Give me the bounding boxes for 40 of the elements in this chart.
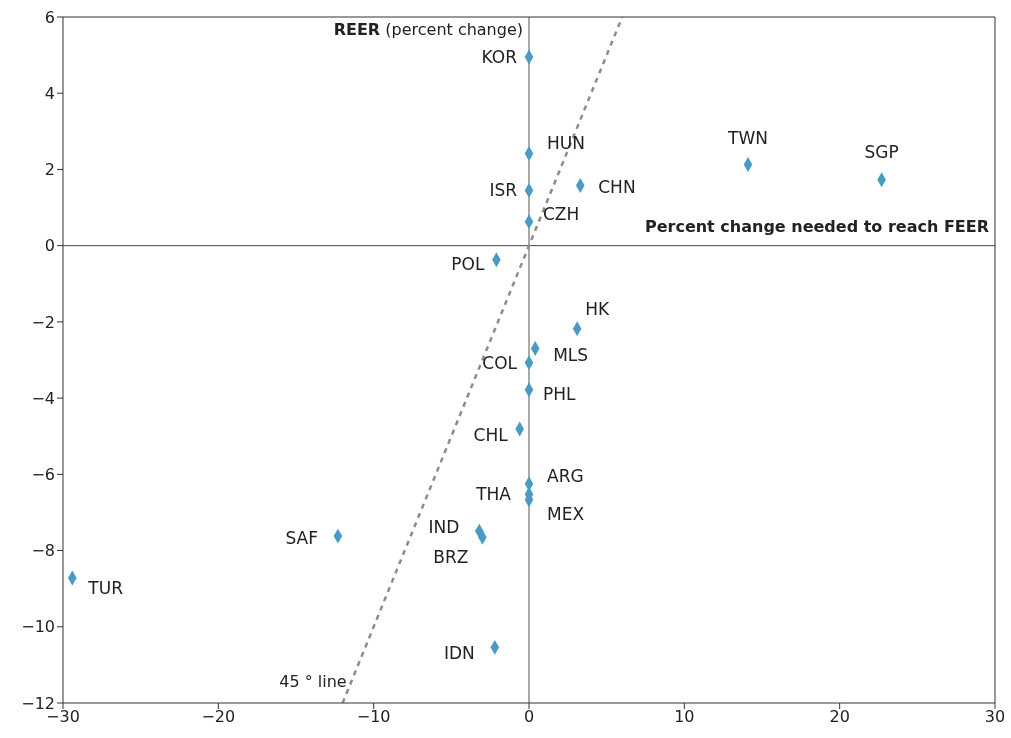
y-tick-label: −8 — [31, 541, 55, 561]
series-label: ISR — [489, 180, 518, 201]
x-axis-title: Percent change needed to reach FEER — [644, 216, 989, 236]
y-tick-label: −2 — [31, 312, 55, 332]
y-tick-label: 0 — [44, 236, 55, 256]
series-label: BRZ — [433, 547, 469, 568]
series-label: IDN — [444, 643, 475, 664]
series-label: POL — [451, 253, 485, 274]
series-label: PHL — [543, 383, 577, 404]
series-label: CZH — [543, 203, 580, 224]
x-tick-label: 10 — [674, 707, 695, 727]
series-label: MLS — [553, 344, 589, 365]
y-tick-label: −10 — [21, 617, 55, 637]
y-tick-label: 6 — [44, 7, 55, 27]
series-label: CHN — [598, 177, 636, 198]
x-tick-label: 20 — [829, 707, 850, 727]
series-label: SAF — [285, 528, 318, 549]
series-label: HK — [585, 298, 610, 319]
x-tick-label: 0 — [523, 707, 535, 727]
x-tick-label: −20 — [201, 707, 236, 727]
series-label: TWN — [727, 128, 768, 149]
x-tick-label: −10 — [356, 707, 391, 727]
series-label: ARG — [547, 465, 584, 486]
y-tick-label: 2 — [44, 160, 55, 180]
series-label: HUN — [547, 133, 585, 154]
series-label: COL — [482, 352, 518, 373]
x-tick-label: 30 — [984, 707, 1006, 727]
series-label: MEX — [547, 503, 585, 524]
y-tick-label: −12 — [21, 693, 55, 713]
series-label: THA — [475, 484, 512, 505]
series-label: CHL — [473, 424, 509, 445]
series-label: IND — [428, 517, 460, 538]
y-axis-title: REER (percent change) — [333, 20, 523, 39]
y-tick-label: −6 — [31, 465, 55, 485]
y-tick-label: 4 — [44, 83, 55, 103]
y-tick-label: −4 — [31, 388, 55, 408]
series-label: SGP — [864, 141, 899, 162]
series-label: TUR — [87, 578, 124, 598]
series-label: KOR — [481, 47, 518, 68]
annotation: 45 ° line — [279, 671, 347, 691]
